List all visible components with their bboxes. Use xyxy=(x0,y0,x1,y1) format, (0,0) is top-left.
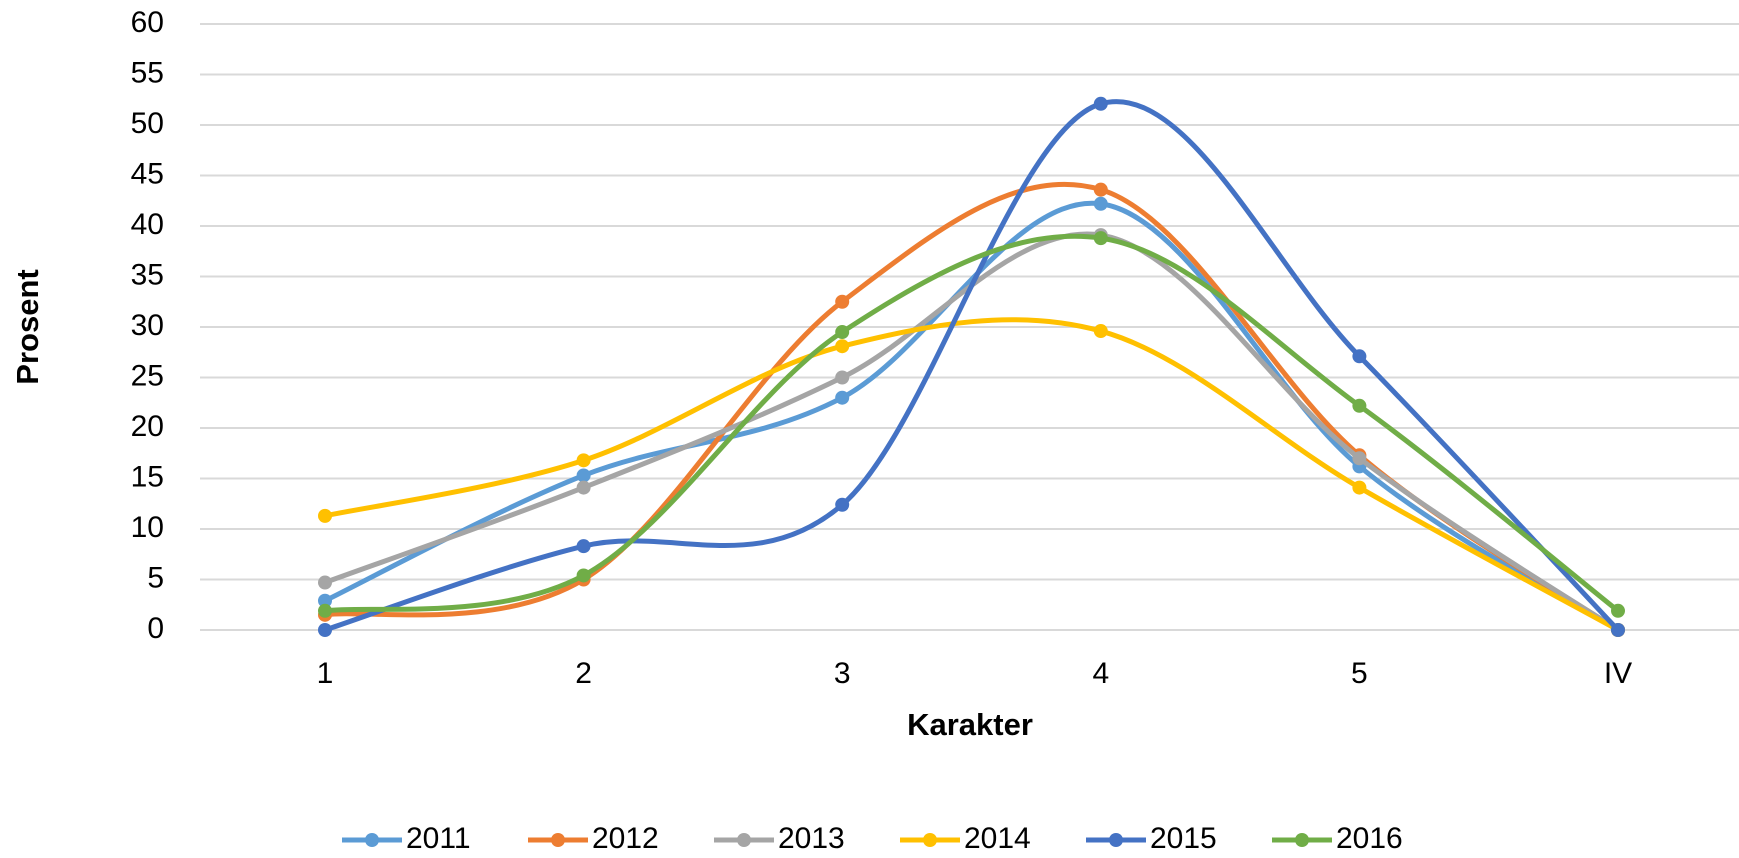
data-point xyxy=(1352,480,1367,495)
series-line xyxy=(322,317,1621,633)
data-point xyxy=(318,603,332,618)
data-point xyxy=(835,497,850,512)
data-point xyxy=(835,390,850,405)
series-line xyxy=(322,233,1621,614)
legend-marker xyxy=(1109,833,1123,847)
legend-label: 2013 xyxy=(778,822,845,855)
x-tick-label: 3 xyxy=(834,657,851,690)
legend-marker xyxy=(1295,833,1309,847)
series-line xyxy=(322,200,1621,633)
data-point xyxy=(576,453,591,468)
y-tick-label: 60 xyxy=(131,6,164,39)
y-tick-label: 25 xyxy=(131,359,164,392)
y-axis-title: Prosent xyxy=(10,269,45,384)
data-point xyxy=(318,593,332,608)
y-tick-label: 45 xyxy=(131,157,164,190)
data-point xyxy=(1093,182,1108,197)
series-line xyxy=(322,99,1621,633)
y-tick-label: 30 xyxy=(131,309,164,342)
data-point xyxy=(576,539,591,554)
data-point xyxy=(576,568,591,583)
legend-label: 2016 xyxy=(1336,822,1403,855)
data-point xyxy=(576,468,591,483)
y-tick-label: 20 xyxy=(131,410,164,443)
data-point xyxy=(1093,196,1108,211)
data-point xyxy=(1352,349,1367,364)
series-line xyxy=(322,231,1621,633)
legend-marker xyxy=(923,833,937,847)
legend-label: 2011 xyxy=(406,822,471,855)
data-point xyxy=(1093,231,1108,246)
legend-marker xyxy=(365,833,379,847)
legend-label: 2012 xyxy=(592,822,659,855)
data-point xyxy=(835,339,850,354)
data-point xyxy=(1611,603,1625,618)
data-point xyxy=(835,370,850,385)
legend-label: 2015 xyxy=(1150,822,1217,855)
x-tick-label: IV xyxy=(1604,657,1632,690)
y-tick-label: 10 xyxy=(131,511,164,544)
legend-marker xyxy=(551,833,565,847)
x-tick-label: 5 xyxy=(1351,657,1368,690)
data-point xyxy=(835,294,850,309)
data-point xyxy=(318,508,332,523)
x-tick-label: 4 xyxy=(1092,657,1109,690)
y-tick-label: 40 xyxy=(131,208,164,241)
data-point xyxy=(1352,451,1367,466)
data-point xyxy=(318,623,332,637)
y-tick-label: 5 xyxy=(147,561,164,594)
data-point xyxy=(1093,96,1108,111)
data-point xyxy=(835,325,850,340)
data-point xyxy=(1352,398,1367,413)
data-point xyxy=(576,480,591,495)
data-point xyxy=(1093,324,1108,339)
y-tick-label: 0 xyxy=(147,612,164,645)
data-point xyxy=(318,575,332,590)
y-tick-label: 55 xyxy=(131,56,164,89)
data-point xyxy=(1611,623,1625,637)
y-tick-label: 35 xyxy=(131,258,164,291)
y-tick-label: 50 xyxy=(131,107,164,140)
x-tick-label: 2 xyxy=(575,657,592,690)
x-axis-title: Karakter xyxy=(907,707,1033,742)
legend-marker xyxy=(737,833,751,847)
legend-label: 2014 xyxy=(964,822,1031,855)
y-tick-label: 15 xyxy=(131,460,164,493)
x-tick-label: 1 xyxy=(317,657,334,690)
